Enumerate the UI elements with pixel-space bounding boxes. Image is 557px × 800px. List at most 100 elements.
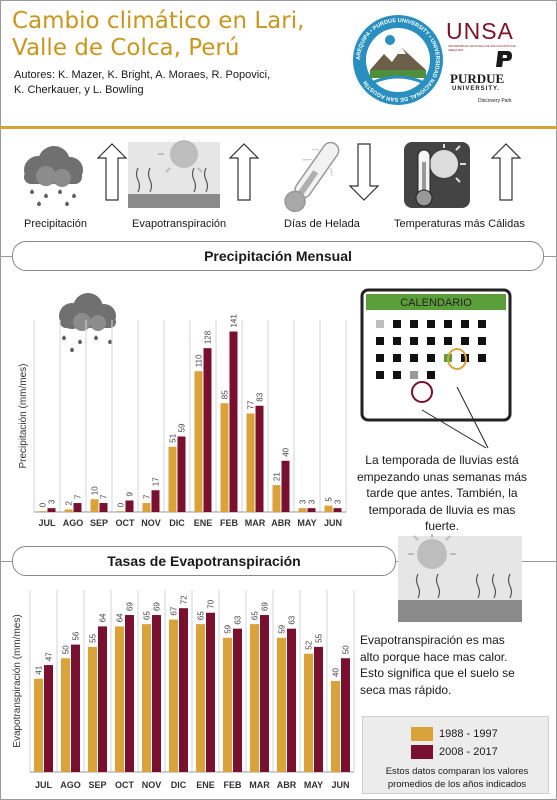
x-tick-label: FEB <box>220 518 239 528</box>
purdue-logo-subtitle: UNIVERSITY. <box>452 86 501 92</box>
data-label: 17 <box>152 477 161 486</box>
data-label: 64 <box>116 613 125 622</box>
bar-2008-2017-sep <box>98 626 107 772</box>
university-seal-logo: AREQUIPA • PURDUE UNIVERSITY • UNIVERSID… <box>353 15 443 105</box>
bar-1988-1997-jul <box>38 511 47 512</box>
calendar-day <box>393 320 401 328</box>
x-tick-label: DIC <box>169 518 185 528</box>
calendar-day <box>427 354 435 362</box>
data-label: 7 <box>143 494 152 499</box>
data-label: 70 <box>207 599 216 608</box>
legend-label-1988-1997: 1988 - 1997 <box>439 728 498 740</box>
x-tick-label: JUN <box>324 518 342 528</box>
bar-2008-2017-jul <box>47 508 56 512</box>
data-label: 110 <box>195 354 204 367</box>
calendar-day <box>427 320 435 328</box>
unsa-logo-subtitle: UNIVERSIDAD NACIONAL DE SAN AGUSTÍN DE A… <box>448 44 516 52</box>
bar-1988-1997-nov <box>142 624 151 772</box>
calendar-day <box>393 371 401 379</box>
x-tick-label: NOV <box>142 780 162 790</box>
data-label: 40 <box>282 447 291 456</box>
chart-legend: 1988 - 1997 2008 - 2017 Estos datos comp… <box>362 716 549 794</box>
bar-1988-1997-dic <box>168 446 177 512</box>
data-label: 10 <box>91 486 100 495</box>
data-label: 63 <box>234 615 243 624</box>
data-label: 0 <box>117 502 126 507</box>
x-tick-label: MAY <box>297 518 316 528</box>
x-tick-label: ABR <box>271 518 291 528</box>
bar-2008-2017-sep <box>99 503 108 512</box>
authors-line-1: Autores: K. Mazer, K. Bright, A. Moraes,… <box>14 69 271 81</box>
x-tick-label: MAY <box>304 780 323 790</box>
data-label: 83 <box>256 392 265 401</box>
trend-up-arrow-icon <box>228 143 260 201</box>
x-tick-label: JUL <box>35 780 53 790</box>
bar-1988-1997-abr <box>272 485 281 512</box>
rain-cloud-icon <box>59 293 116 352</box>
data-label: 69 <box>261 602 270 611</box>
calendar-day <box>461 337 469 345</box>
calendar-icon: CALENDARIO <box>360 288 512 422</box>
x-tick-label: SEP <box>88 780 106 790</box>
data-label: 59 <box>224 624 233 633</box>
data-label: 72 <box>180 595 189 604</box>
data-label: 2 <box>65 500 74 505</box>
thermometer-frost-icon <box>284 141 380 213</box>
bar-1988-1997-feb <box>220 403 229 512</box>
calendar-day <box>427 371 435 379</box>
calendar-day <box>393 337 401 345</box>
calendar-day <box>376 371 384 379</box>
data-label: 69 <box>126 602 135 611</box>
bar-1988-1997-oct <box>115 626 124 772</box>
et-note: Evapotranspiración es mas alto porque ha… <box>360 633 515 697</box>
bar-2008-2017-ene <box>206 612 215 772</box>
legend-label-2008-2017: 2008 - 2017 <box>439 746 498 758</box>
bar-1988-1997-sep <box>90 499 99 512</box>
data-label: 56 <box>72 631 81 640</box>
bar-1988-1997-jun <box>331 681 340 772</box>
data-label: 3 <box>299 499 308 504</box>
bar-1988-1997-may <box>304 653 313 772</box>
data-label: 47 <box>45 652 54 661</box>
bar-2008-2017-abr <box>281 460 290 512</box>
bar-1988-1997-nov <box>142 503 151 512</box>
bar-2008-2017-ago <box>73 503 82 512</box>
data-label: 128 <box>204 330 213 344</box>
legend-swatch-2008-2017 <box>411 745 433 759</box>
x-tick-label: OCT <box>115 780 135 790</box>
bar-2008-2017-mar <box>260 615 269 772</box>
calendar-day <box>444 337 452 345</box>
bar-2008-2017-may <box>314 646 323 772</box>
x-tick-label: ENE <box>194 518 213 528</box>
title-line-1: Cambio climático en Lari, <box>12 8 305 34</box>
data-label: 5 <box>325 497 334 502</box>
purdue-p-icon <box>496 51 512 67</box>
x-tick-label: MAR <box>249 780 270 790</box>
bar-2008-2017-dic <box>177 436 186 512</box>
precip-note: La temporada de lluvias está empezando u… <box>356 453 528 533</box>
trend-up-arrow-icon <box>490 143 522 201</box>
bar-1988-1997-mar <box>246 413 255 512</box>
y-axis-label: Evapotranspiración (mm/mes) <box>12 614 23 747</box>
indicator-label: Precipitación <box>24 218 87 230</box>
data-label: 50 <box>342 645 351 654</box>
calendar-day <box>478 337 486 345</box>
data-label: 3 <box>48 499 57 504</box>
bar-1988-1997-mar <box>250 624 259 772</box>
et-section-title: Tasas de Evapotranspiración <box>12 546 396 576</box>
x-tick-label: AGO <box>63 518 84 528</box>
authors-line-2: K. Cherkauer, y L. Bowling <box>14 84 144 96</box>
bar-1988-1997-dic <box>169 619 178 772</box>
data-label: 55 <box>315 633 324 642</box>
purdue-logo: PURDUE <box>450 71 505 86</box>
legend-swatch-1988-1997 <box>411 727 433 741</box>
bar-1988-1997-oct <box>116 511 125 512</box>
poster-header: Cambio climático en Lari, Valle de Colca… <box>0 0 557 129</box>
data-label: 65 <box>251 611 260 620</box>
x-tick-label: MAR <box>245 518 266 528</box>
calendar-day <box>410 337 418 345</box>
indicator-label: Días de Helada <box>284 218 360 230</box>
indicator-frost-days: Días de Helada <box>270 140 382 232</box>
indicator-evapotranspiration: Evapotranspiración <box>128 134 260 232</box>
data-label: 65 <box>143 611 152 620</box>
